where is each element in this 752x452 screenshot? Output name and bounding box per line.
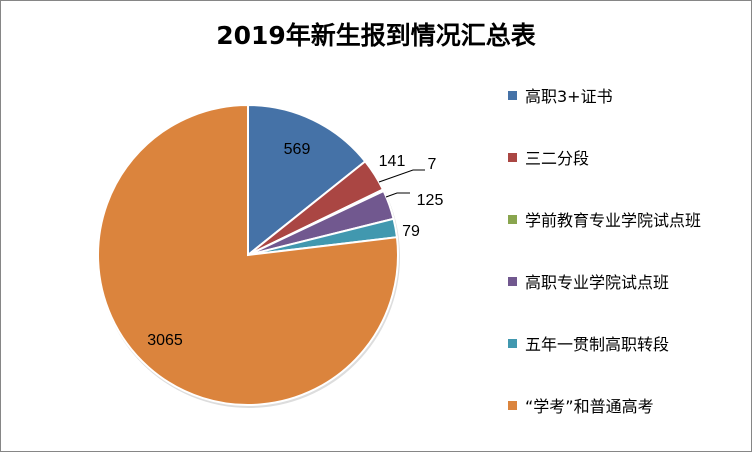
legend-swatch xyxy=(508,339,517,348)
chart-title: 2019年新生报到情况汇总表 xyxy=(216,21,536,50)
data-label-2: 7 xyxy=(428,156,437,173)
legend-label: “学考”和普通高考 xyxy=(525,397,654,416)
legend-swatch xyxy=(508,277,517,286)
data-label-1: 141 xyxy=(379,153,406,170)
data-label-0: 569 xyxy=(284,141,311,158)
leader-line-3 xyxy=(385,192,410,198)
legend-item: 高职专业学院试点班 xyxy=(500,270,745,295)
legend-swatch xyxy=(508,215,517,224)
data-label-3: 125 xyxy=(417,192,444,209)
legend-label: 五年一贯制高职转段 xyxy=(525,335,670,354)
legend-swatch xyxy=(508,401,517,410)
legend-label: 高职专业学院试点班 xyxy=(525,273,670,292)
pie-slice-5 xyxy=(97,103,399,406)
legend-item: 三二分段 xyxy=(500,146,745,171)
legend-item: 高职3+证书 xyxy=(500,84,745,109)
leader-line-2 xyxy=(378,169,425,183)
data-label-5: 3065 xyxy=(147,332,183,349)
pie-slice-0 xyxy=(247,103,367,258)
legend-item: 学前教育专业学院试点班 xyxy=(500,208,745,233)
legend-label: 学前教育专业学院试点班 xyxy=(525,211,702,230)
legend-swatch xyxy=(508,153,517,162)
legend-swatch xyxy=(508,91,517,100)
legend-label: 三二分段 xyxy=(525,149,590,168)
legend-label: 高职3+证书 xyxy=(525,87,613,106)
data-label-4: 79 xyxy=(402,223,420,240)
legend-item: “学考”和普通高考 xyxy=(500,394,745,419)
legend-item: 五年一贯制高职转段 xyxy=(500,332,745,357)
